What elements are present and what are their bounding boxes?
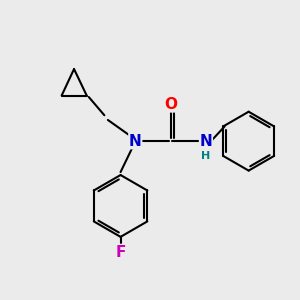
- Text: N: N: [200, 134, 212, 149]
- Text: F: F: [116, 245, 126, 260]
- Text: H: H: [201, 152, 211, 161]
- Text: N: N: [129, 134, 142, 149]
- Text: O: O: [164, 97, 177, 112]
